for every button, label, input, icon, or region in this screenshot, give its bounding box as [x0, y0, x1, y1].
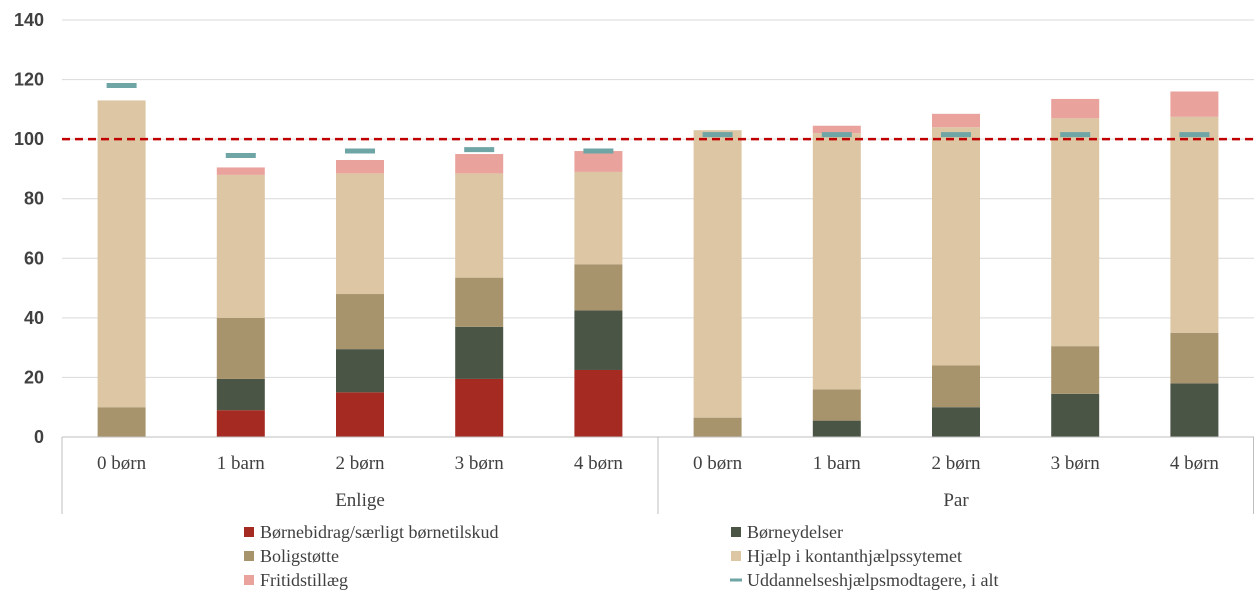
- bar-segment: [693, 417, 742, 437]
- bar-segment: [336, 392, 384, 437]
- bar-segment: [216, 167, 265, 175]
- bar-segment: [97, 407, 146, 437]
- bar-segment: [812, 133, 861, 390]
- legend-label: Børneydelser: [747, 522, 843, 542]
- bar-segment: [1051, 118, 1100, 347]
- bar-segment: [455, 173, 504, 278]
- bar-segment: [574, 151, 623, 172]
- legend-label: Uddannelseshjælpsmodtagere, i alt: [747, 570, 998, 590]
- bar-segment: [97, 100, 146, 408]
- y-tick-label: 20: [24, 367, 44, 387]
- bar-segment: [1170, 91, 1219, 117]
- y-tick-label: 100: [14, 129, 44, 149]
- bar-segment: [812, 125, 861, 134]
- bar-segment: [216, 174, 265, 318]
- bar-segment: [1051, 346, 1100, 394]
- legend-label: Hjælp i kontanthjælpssytemet: [747, 546, 962, 566]
- bar-segment: [216, 410, 265, 437]
- bar-segment: [216, 378, 265, 411]
- legend-swatch: [731, 527, 741, 537]
- y-tick-label: 0: [34, 427, 44, 447]
- bar-segment: [574, 310, 623, 370]
- bar-segment: [1051, 393, 1100, 437]
- category-label: 0 børn: [693, 453, 743, 474]
- bar-segment: [455, 378, 504, 437]
- y-tick-label: 40: [24, 308, 44, 328]
- category-label: 2 børn: [335, 453, 385, 474]
- bar-segment: [336, 349, 384, 393]
- bar-segment: [1051, 98, 1100, 119]
- bar-segment: [574, 369, 623, 437]
- bar-segment: [932, 407, 980, 437]
- category-label: 4 børn: [574, 453, 624, 474]
- y-tick-label: 80: [24, 189, 44, 209]
- legend-label: Fritidstillæg: [260, 570, 348, 590]
- bar-segment: [455, 154, 504, 174]
- bar-segment: [1170, 383, 1219, 437]
- bar-segment: [216, 317, 265, 379]
- x-axis: 0 børn 1 barn 2 børn 3 børn 4 børn 0 børn 1 ba…: [61, 436, 1254, 514]
- bar-segment: [455, 326, 504, 379]
- bar-segment: [1170, 116, 1219, 333]
- bar-segment: [336, 159, 384, 174]
- legend-swatch: [244, 551, 254, 561]
- legend-label: Børnebidrag/særligt børnetilskud: [260, 522, 498, 542]
- category-label: 0 børn: [97, 453, 147, 474]
- category-label: 1 barn: [813, 453, 862, 474]
- bar-segment: [812, 389, 861, 421]
- y-tick-label: 140: [14, 10, 44, 30]
- bar-segment: [336, 294, 384, 350]
- bars: [97, 91, 1219, 437]
- uddannelse-markers: [106, 83, 1210, 159]
- category-label: 3 børn: [455, 453, 505, 474]
- bar-segment: [1170, 332, 1219, 384]
- bar-segment: [693, 130, 742, 418]
- legend-swatch: [731, 551, 741, 561]
- bar-segment: [932, 113, 980, 128]
- y-axis-ticks: 0 20 40 60 80 100 120 140: [14, 10, 44, 447]
- bar-segment: [574, 171, 623, 265]
- bar-segment: [336, 173, 384, 295]
- category-label: 2 børn: [931, 453, 981, 474]
- category-label: 3 børn: [1051, 453, 1101, 474]
- category-label: 1 barn: [217, 453, 266, 474]
- y-tick-label: 60: [24, 248, 44, 268]
- group-label: Par: [943, 490, 969, 511]
- category-label: 4 børn: [1170, 453, 1220, 474]
- legend-swatch: [244, 527, 254, 537]
- legend: Børnebidrag/særligt børnetilskud Børneyde…: [244, 522, 998, 590]
- bar-segment: [455, 277, 504, 327]
- bar-segment: [932, 127, 980, 366]
- group-label: Enlige: [335, 490, 385, 511]
- bar-segment: [574, 264, 623, 311]
- legend-label: Boligstøtte: [260, 546, 339, 566]
- bar-segment: [812, 420, 861, 437]
- legend-swatch: [244, 575, 254, 585]
- bar-segment: [932, 365, 980, 408]
- y-tick-label: 120: [14, 70, 44, 90]
